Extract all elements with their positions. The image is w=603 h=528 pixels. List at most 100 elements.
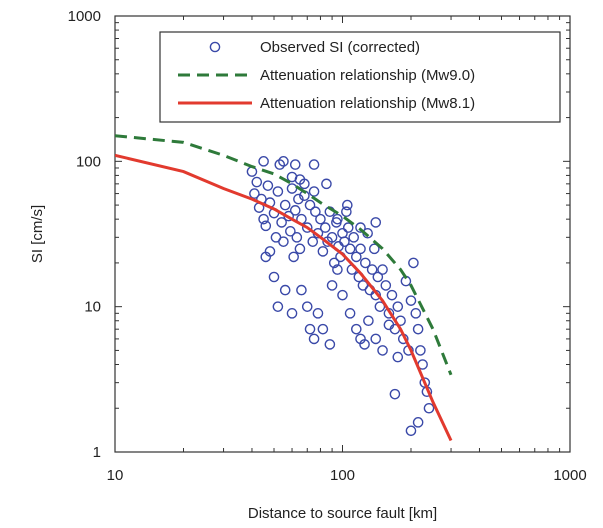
data-point xyxy=(370,333,382,345)
y-tick-label: 100 xyxy=(76,153,101,170)
data-point xyxy=(386,289,398,301)
axis-tick-labels: 10 100 1000 1 10 100 1000 xyxy=(68,8,587,484)
y-tick-label: 10 xyxy=(84,299,101,316)
data-point xyxy=(276,217,287,228)
data-point xyxy=(348,232,359,243)
data-point xyxy=(342,222,354,233)
data-point xyxy=(308,333,320,345)
legend-label: Observed SI (corrected) xyxy=(260,39,420,56)
data-point xyxy=(351,323,362,335)
data-point xyxy=(369,243,380,255)
data-point xyxy=(324,339,336,350)
legend-label: Attenuation relationship (Mw9.0) xyxy=(260,67,475,84)
data-point xyxy=(286,171,298,183)
data-point xyxy=(332,213,343,225)
data-point xyxy=(355,243,366,255)
data-point xyxy=(374,301,386,312)
data-point xyxy=(392,351,404,363)
data-point xyxy=(317,246,329,257)
data-point xyxy=(251,176,263,188)
data-point xyxy=(363,315,374,327)
data-point xyxy=(370,217,382,228)
data-point xyxy=(301,301,313,312)
data-point xyxy=(344,243,356,255)
data-point xyxy=(355,222,366,233)
data-point xyxy=(285,226,296,237)
data-point xyxy=(372,271,384,283)
data-point xyxy=(351,251,362,263)
data-point xyxy=(278,156,289,167)
data-point xyxy=(291,232,303,243)
data-point xyxy=(260,220,272,232)
legend-marker-observed xyxy=(209,41,221,53)
data-point xyxy=(264,246,276,257)
data-point xyxy=(289,205,301,216)
data-point xyxy=(293,193,304,205)
data-point xyxy=(294,243,306,255)
data-point xyxy=(307,236,319,247)
data-point xyxy=(286,308,298,319)
data-point xyxy=(310,206,321,218)
data-point xyxy=(328,257,340,269)
legend-label: Attenuation relationship (Mw8.1) xyxy=(260,95,475,112)
data-point xyxy=(412,323,424,335)
x-tick-label: 1000 xyxy=(553,467,586,484)
data-point xyxy=(286,183,298,194)
data-point xyxy=(359,339,370,350)
data-point xyxy=(315,213,326,225)
data-point xyxy=(342,199,353,211)
data-point xyxy=(337,227,348,239)
series-layer xyxy=(115,134,453,442)
x-tick-label: 100 xyxy=(330,467,355,484)
data-point xyxy=(383,319,395,331)
data-point xyxy=(258,213,269,225)
data-point xyxy=(262,180,274,191)
data-point xyxy=(412,417,424,428)
observed-si-series xyxy=(246,156,435,437)
data-point xyxy=(366,264,378,275)
data-point xyxy=(326,232,338,243)
data-point xyxy=(360,257,371,269)
axis-ticks xyxy=(114,15,571,453)
data-point xyxy=(377,264,388,275)
data-point xyxy=(272,186,284,197)
data-point xyxy=(344,308,356,319)
data-point xyxy=(337,289,348,301)
y-tick-label: 1000 xyxy=(68,8,101,25)
data-point xyxy=(249,188,260,199)
data-point xyxy=(392,301,404,312)
legend-box xyxy=(159,31,561,123)
data-point xyxy=(272,301,284,312)
data-point xyxy=(288,251,299,263)
data-point xyxy=(258,156,269,167)
x-axis-title: Distance to source fault [km] xyxy=(248,505,437,522)
data-point xyxy=(279,284,291,296)
data-point xyxy=(423,402,435,414)
data-point xyxy=(278,236,289,247)
data-point xyxy=(312,308,324,319)
data-point xyxy=(377,345,388,356)
data-point xyxy=(326,280,338,291)
data-point xyxy=(339,236,350,247)
data-point xyxy=(405,295,417,306)
data-point xyxy=(408,257,419,269)
data-point xyxy=(308,159,320,170)
y-tick-label: 1 xyxy=(93,444,101,461)
mw81-attenuation-line xyxy=(115,153,453,442)
data-point xyxy=(279,199,291,211)
data-point xyxy=(389,388,401,400)
data-point xyxy=(274,159,286,170)
data-point xyxy=(304,199,316,211)
legend: Observed SI (corrected) Attenuation relat… xyxy=(159,31,561,123)
data-point xyxy=(301,222,313,233)
data-point xyxy=(341,206,352,218)
data-point xyxy=(405,425,417,437)
data-point xyxy=(304,323,316,335)
data-point xyxy=(321,178,332,190)
x-tick-label: 10 xyxy=(107,467,124,484)
mw90-attenuation-line xyxy=(115,134,453,376)
data-point xyxy=(319,222,331,233)
data-point xyxy=(246,166,258,177)
data-point xyxy=(415,345,426,356)
